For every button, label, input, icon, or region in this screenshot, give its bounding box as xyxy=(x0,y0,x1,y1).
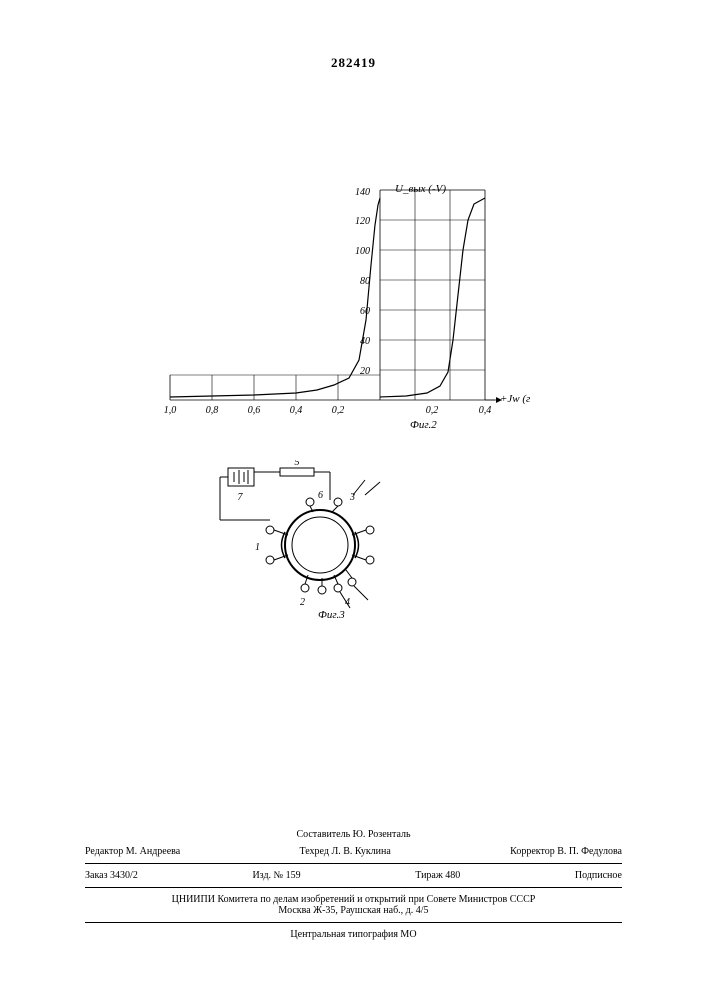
chart-grid xyxy=(170,190,495,400)
corrector: Корректор В. П. Федулова xyxy=(510,846,622,857)
label-6: 6 xyxy=(318,490,323,501)
xtick-neg-1: 1,0 xyxy=(164,405,177,416)
label-1: 1 xyxy=(255,542,260,553)
label-7: 7 xyxy=(238,492,244,503)
tech-editor: Техред Л. В. Куклина xyxy=(300,846,391,857)
ytick-120: 120 xyxy=(355,216,370,227)
xtick-neg-4: 0,4 xyxy=(290,405,303,416)
address: Москва Ж-35, Раушская наб., д. 4/5 xyxy=(85,905,622,916)
label-2: 2 xyxy=(300,597,305,608)
xtick-neg-5: 0,2 xyxy=(332,405,345,416)
chart-caption: Фиг.2 xyxy=(410,419,437,431)
signed: Подписное xyxy=(575,870,622,881)
y-axis-label: U_вых (-V) xyxy=(395,183,446,195)
component-5 xyxy=(280,468,314,476)
ring xyxy=(285,510,355,580)
diagram-fig3: 7 5 1 6 3 xyxy=(210,460,440,620)
footer: Составитель Ю. Розенталь Редактор М. Анд… xyxy=(85,829,622,940)
label-5: 5 xyxy=(295,460,300,468)
x-axis-label: +Jw (г/в) xyxy=(500,393,530,405)
page-number: 282419 xyxy=(331,55,376,71)
component-7 xyxy=(228,468,254,486)
ytick-80: 80 xyxy=(360,276,370,287)
editor: Редактор М. Андреева xyxy=(85,846,180,857)
ytick-100: 100 xyxy=(355,246,370,257)
order: Заказ 3430/2 xyxy=(85,870,138,881)
committee: ЦНИИПИ Комитета по делам изобретений и о… xyxy=(85,894,622,905)
ytick-20: 20 xyxy=(360,366,370,377)
xtick-neg-2: 0,8 xyxy=(206,405,219,416)
printer: Центральная типография МО xyxy=(85,929,622,940)
compiler-line: Составитель Ю. Розенталь xyxy=(85,829,622,840)
diagram-caption: Фиг.3 xyxy=(318,609,345,620)
curve-2 xyxy=(380,198,485,397)
ytick-60: 60 xyxy=(360,306,370,317)
ytick-140: 140 xyxy=(355,187,370,198)
xtick-pos-1: 0,2 xyxy=(426,405,439,416)
chart-fig2: 140 120 100 80 60 40 20 1,0 0,8 0,6 0,4 … xyxy=(150,180,530,460)
xtick-pos-2: 0,4 xyxy=(479,405,492,416)
curve-1 xyxy=(170,198,380,397)
xtick-neg-3: 0,6 xyxy=(248,405,261,416)
edition: Изд. № 159 xyxy=(252,870,300,881)
circulation: Тираж 480 xyxy=(415,870,460,881)
